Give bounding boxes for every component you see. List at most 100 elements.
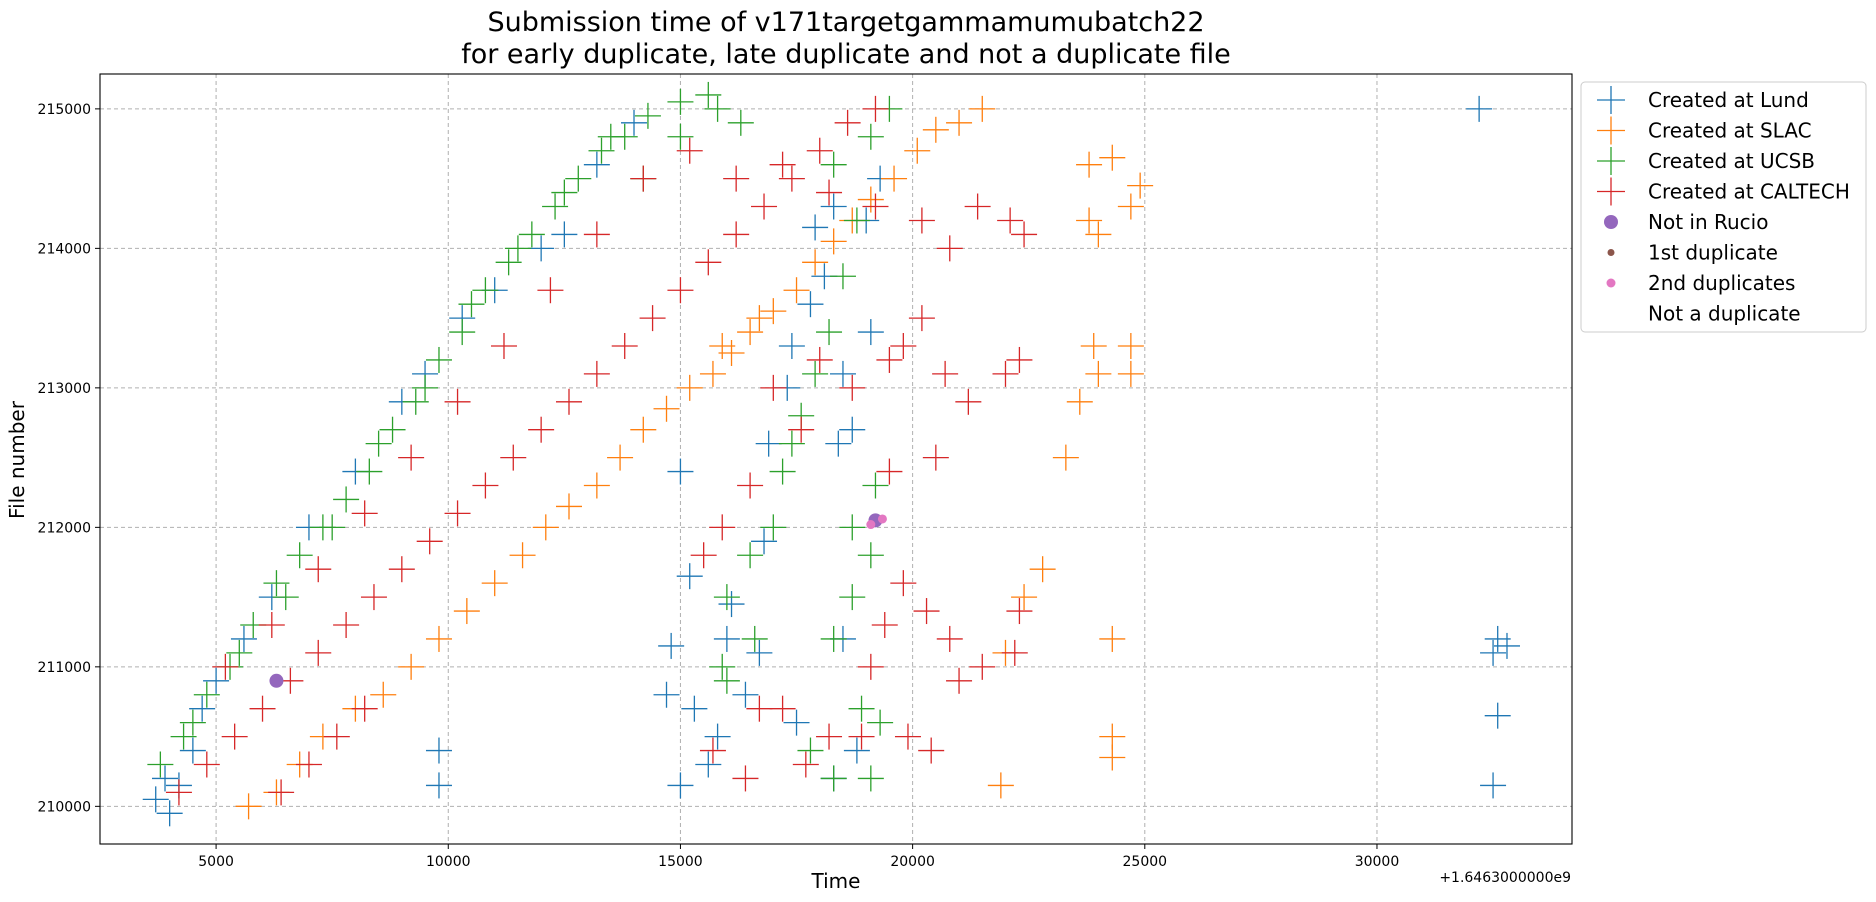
point-created-at-ucsb (565, 165, 592, 192)
legend-label: Not in Rucio (1648, 210, 1768, 234)
legend-item-created-at-ucsb: Created at UCSB (1597, 147, 1815, 175)
point-created-at-slac (969, 95, 996, 122)
point-created-at-slac (904, 137, 931, 164)
point-created-at-lund (751, 528, 778, 555)
point-created-at-slac (1117, 193, 1144, 220)
x-tick-label: 5000 (198, 854, 234, 870)
point-created-at-lund (425, 737, 452, 764)
point-created-at-caltech (583, 360, 610, 387)
point-created-at-ucsb (518, 221, 545, 248)
point-created-at-slac (583, 472, 610, 499)
legend-item-2nd-duplicates: 2nd duplicates (1606, 271, 1795, 295)
point-created-at-lund (681, 695, 708, 722)
point-created-at-ucsb (829, 263, 856, 290)
chart-title: Submission time of v171targetgammamumuba… (487, 7, 1204, 38)
legend-items: Created at Lund Created at SLAC Created at… (1597, 86, 1850, 326)
point-created-at-ucsb (857, 542, 884, 569)
point-created-at-ucsb (857, 123, 884, 150)
point-created-at-caltech (834, 109, 861, 136)
plot-frame (99, 73, 1573, 845)
point-created-at-lund (1484, 702, 1511, 729)
point-created-at-caltech (746, 695, 773, 722)
point-created-at-caltech (871, 611, 898, 638)
point-created-at-lund (746, 639, 773, 666)
point-created-at-caltech (398, 444, 425, 471)
point-created-at-lund (1466, 95, 1493, 122)
point-created-at-ucsb (472, 277, 499, 304)
point-created-at-slac (857, 186, 884, 213)
point-created-at-caltech (639, 305, 666, 332)
point-created-at-ucsb (504, 235, 531, 262)
point-created-at-ucsb (816, 319, 843, 346)
point-created-at-caltech (751, 193, 778, 220)
point-created-at-caltech (936, 235, 963, 262)
point-created-at-lund (189, 695, 216, 722)
point-created-at-slac (709, 333, 736, 360)
legend-marker (1607, 249, 1615, 256)
point-created-at-ucsb (713, 584, 740, 611)
point-created-at-lund (1493, 632, 1520, 659)
legend-item-created-at-lund: Created at Lund (1597, 86, 1809, 114)
point-created-at-caltech (490, 333, 517, 360)
point-created-at-lund (425, 772, 452, 799)
data-points (142, 81, 1520, 827)
legend-item-created-at-caltech: Created at CALTECH (1597, 177, 1850, 206)
point-created-at-slac (1080, 333, 1107, 360)
point-created-at-ucsb (737, 542, 764, 569)
legend-frame (1580, 81, 1867, 333)
point-created-at-ucsb (193, 681, 220, 708)
point-created-at-slac (881, 165, 908, 192)
point-created-at-caltech (351, 695, 378, 722)
point-created-at-caltech (555, 388, 582, 415)
point-created-at-caltech (472, 472, 499, 499)
point-created-at-ucsb (667, 88, 694, 115)
y-tick-label: 211000 (38, 660, 91, 676)
y-tick-label: 214000 (38, 241, 91, 257)
point-created-at-slac (1052, 444, 1079, 471)
point-created-at-ucsb (170, 723, 197, 750)
point-created-at-ucsb (425, 346, 452, 373)
point-created-at-caltech (760, 374, 787, 401)
point-created-at-caltech (1006, 598, 1033, 625)
legend-label: Created at Lund (1648, 88, 1809, 112)
legend-label: Not a duplicate (1648, 302, 1801, 326)
point-created-at-slac (1099, 144, 1126, 171)
y-tick-label: 210000 (38, 799, 91, 815)
point-created-at-slac (783, 277, 810, 304)
point-created-at-lund (843, 737, 870, 764)
point-created-at-caltech (839, 374, 866, 401)
point-created-at-ucsb (319, 514, 346, 541)
point-created-at-ucsb (802, 360, 829, 387)
point-created-at-slac (1127, 172, 1154, 199)
grid (100, 74, 1572, 844)
point-created-at-caltech (537, 277, 564, 304)
point-created-at-ucsb (778, 430, 805, 457)
point-created-at-ucsb (263, 570, 290, 597)
point-created-at-ucsb (412, 374, 439, 401)
point-created-at-slac (1066, 388, 1093, 415)
point-created-at-slac (425, 625, 452, 652)
point-created-at-ucsb (588, 137, 615, 164)
legend-marker (1606, 278, 1616, 288)
point-created-at-ucsb (449, 319, 476, 346)
point-2nd-duplicates (866, 520, 876, 530)
legend-item-1st-duplicate: 1st duplicate (1607, 241, 1778, 265)
x-tick-label: 20000 (890, 854, 935, 870)
point-created-at-caltech (908, 207, 935, 234)
point-created-at-caltech (737, 472, 764, 499)
point-created-at-caltech (165, 779, 192, 806)
point-created-at-caltech (816, 723, 843, 750)
point-created-at-caltech (258, 611, 285, 638)
point-created-at-caltech (778, 165, 805, 192)
point-created-at-caltech (788, 416, 815, 443)
point-created-at-ucsb (820, 151, 847, 178)
point-created-at-lund (621, 109, 648, 136)
point-created-at-caltech (500, 444, 527, 471)
point-created-at-caltech (268, 779, 295, 806)
point-created-at-caltech (416, 528, 443, 555)
legend-item-not-in-rucio: Not in Rucio (1604, 210, 1768, 234)
point-2nd-duplicates (877, 514, 887, 524)
y-tick-label: 213000 (38, 381, 91, 397)
point-created-at-caltech (351, 500, 378, 527)
point-created-at-ucsb (741, 625, 768, 652)
